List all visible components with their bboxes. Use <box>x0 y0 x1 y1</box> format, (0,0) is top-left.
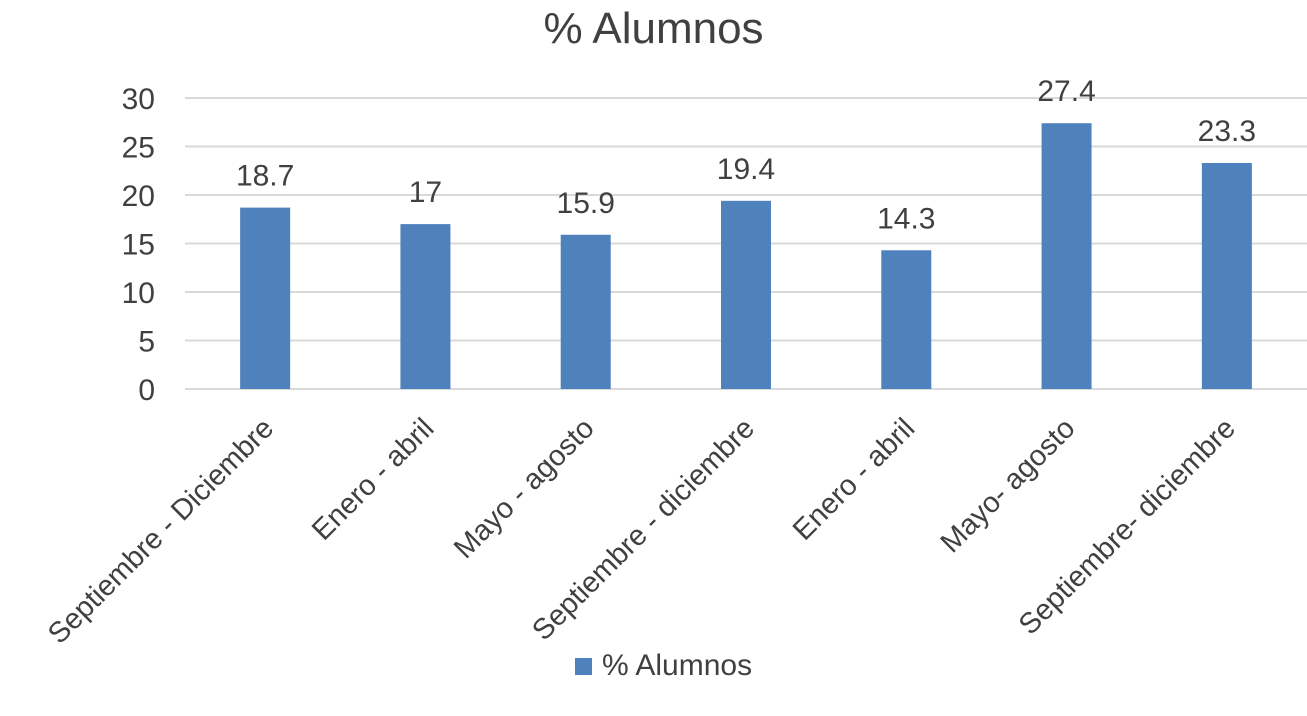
bar <box>1201 162 1252 389</box>
x-axis-ticks: Septiembre - Diciembre Enero - abril Mayo … <box>42 412 1242 650</box>
bar <box>400 224 451 389</box>
legend-label: % Alumnos <box>602 649 753 682</box>
data-labels: 18.7 17 15.9 19.4 14.3 27.4 23.3 <box>236 75 1256 235</box>
data-label: 18.7 <box>236 160 294 193</box>
bar <box>240 207 291 389</box>
chart-title: % Alumnos <box>543 4 764 53</box>
bar <box>1041 123 1092 389</box>
x-tick-label: Septiembre - Diciembre <box>42 412 280 650</box>
bars <box>240 123 1252 389</box>
data-label: 19.4 <box>717 153 775 186</box>
y-tick-label: 25 <box>122 132 155 165</box>
y-tick-label: 0 <box>138 374 155 407</box>
y-tick-label: 10 <box>122 277 155 310</box>
y-tick-label: 5 <box>138 326 155 359</box>
bar <box>721 200 771 389</box>
y-tick-label: 30 <box>122 83 155 116</box>
bar <box>560 234 611 389</box>
legend: % Alumnos <box>575 646 752 686</box>
x-tick-label: Mayo - agosto <box>448 412 601 565</box>
y-tick-label: 20 <box>122 180 155 213</box>
data-label: 23.3 <box>1198 115 1256 148</box>
bar <box>881 250 932 389</box>
x-tick-label: Enero - abril <box>306 412 440 546</box>
y-tick-label: 15 <box>122 229 155 262</box>
x-tick-label: Mayo- agosto <box>935 412 1082 559</box>
data-label: 15.9 <box>557 187 615 220</box>
legend-swatch <box>575 657 592 675</box>
data-label: 14.3 <box>877 202 935 235</box>
y-axis-ticks: 0 5 10 15 20 25 30 <box>122 83 155 407</box>
data-label: 17 <box>409 176 442 209</box>
x-tick-label: Enero - abril <box>787 412 921 546</box>
data-label: 27.4 <box>1037 75 1095 108</box>
